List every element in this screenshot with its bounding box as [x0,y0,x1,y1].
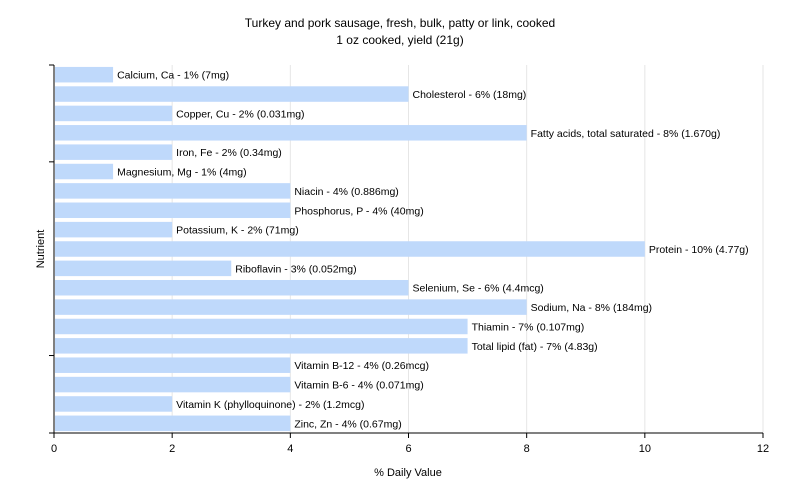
x-axis-ticks: 0 2 4 6 8 10 12 [51,433,769,455]
bar-label: Fatty acids, total saturated - 8% (1.670… [531,128,721,140]
x-tick-label: 6 [405,443,411,455]
x-axis-title: % Daily Value [374,467,442,479]
x-tick-label: 0 [51,443,57,455]
bar [55,163,114,180]
bar [55,66,114,83]
x-tick-label: 2 [169,443,175,455]
bar-label: Phosphorus, P - 4% (40mg) [294,205,423,217]
bar [55,338,468,354]
bar [55,221,173,238]
bar-label: Total lipid (fat) - 7% (4.83g) [472,341,598,353]
bar-label: Niacin - 4% (0.886mg) [294,186,398,198]
bar-label: Potassium, K - 2% (71mg) [176,225,299,237]
bar [55,241,645,257]
y-axis-title: Nutrient [35,230,47,269]
bar-label: Vitamin B-12 - 4% (0.26mcg) [294,360,429,372]
bar-label: Vitamin K (phylloquinone) - 2% (1.2mcg) [176,399,364,411]
bar [55,105,173,122]
x-tick-label: 4 [287,443,293,455]
x-tick-label: 12 [757,443,769,455]
bar [55,357,291,373]
bar [55,144,173,160]
y-axis-ticks [49,64,54,434]
x-tick-label: 10 [639,443,651,455]
bar [55,396,173,412]
bar-label: Cholesterol - 6% (18mg) [413,89,527,101]
bar [55,260,232,277]
bar-label: Thiamin - 7% (0.107mg) [472,321,585,333]
bar-label: Zinc, Zn - 4% (0.67mg) [294,418,401,430]
bar-label: Calcium, Ca - 1% (7mg) [117,70,229,82]
bar [55,279,409,296]
chart-title: Turkey and pork sausage, fresh, bulk, pa… [245,16,555,30]
bar-label: Iron, Fe - 2% (0.34mg) [176,147,282,159]
bar [55,86,409,102]
bar-label: Sodium, Na - 8% (184mg) [531,302,652,314]
chart-subtitle: 1 oz cooked, yield (21g) [336,33,463,47]
bar-label: Protein - 10% (4.77g) [649,244,749,256]
bar [55,415,291,432]
bar [55,318,468,335]
bar [55,125,527,141]
bar [55,202,291,219]
bar-label: Riboflavin - 3% (0.052mg) [235,263,356,275]
bar-label: Vitamin B-6 - 4% (0.071mg) [294,380,423,392]
bar [55,183,291,199]
bar-label: Copper, Cu - 2% (0.031mg) [176,108,304,120]
bar-label: Selenium, Se - 6% (4.4mcg) [413,283,544,295]
bars: Calcium, Ca - 1% (7mg) Cholesterol - 6% (… [55,66,749,432]
bar [55,299,527,315]
bar [55,376,291,393]
bar-label: Magnesium, Mg - 1% (4mg) [117,167,247,179]
x-tick-label: 8 [524,443,530,455]
